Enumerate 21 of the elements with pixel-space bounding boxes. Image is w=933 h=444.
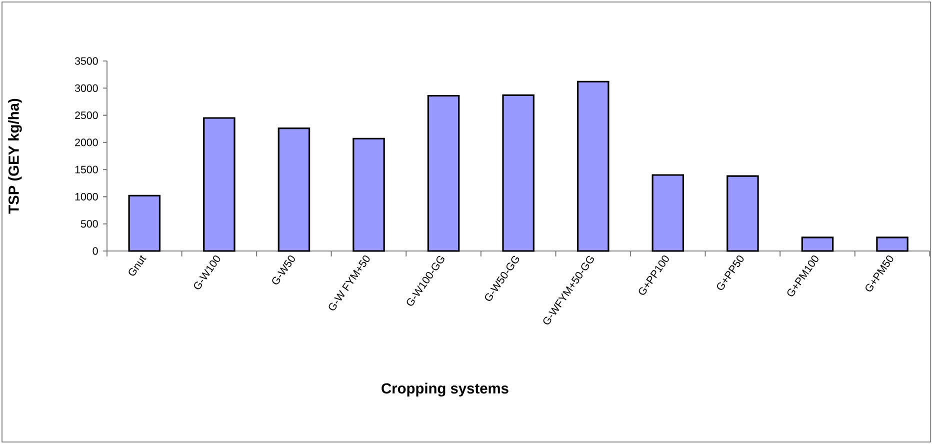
bar xyxy=(352,138,385,252)
y-tick-label: 0 xyxy=(92,247,98,255)
y-tick-label: 2000 xyxy=(75,138,98,146)
x-axis-title: Cropping systems xyxy=(382,382,508,397)
y-tick-label: 3000 xyxy=(74,84,98,92)
bar xyxy=(502,94,534,252)
bar xyxy=(652,174,684,252)
bar xyxy=(203,117,236,252)
y-tick-label: 1500 xyxy=(75,166,98,174)
bar xyxy=(876,236,908,252)
y-tick-label: 3500 xyxy=(74,57,98,65)
bar xyxy=(427,94,460,252)
y-tick-label: 1000 xyxy=(75,192,98,200)
y-axis-title: TSP (GEY kg/ha) xyxy=(8,98,22,214)
y-tick-label: 2500 xyxy=(75,112,98,120)
bar xyxy=(278,128,310,252)
bar xyxy=(726,175,759,252)
bar xyxy=(576,80,610,252)
bar xyxy=(128,194,161,252)
y-tick-label: 500 xyxy=(80,220,98,228)
bar xyxy=(801,236,834,252)
